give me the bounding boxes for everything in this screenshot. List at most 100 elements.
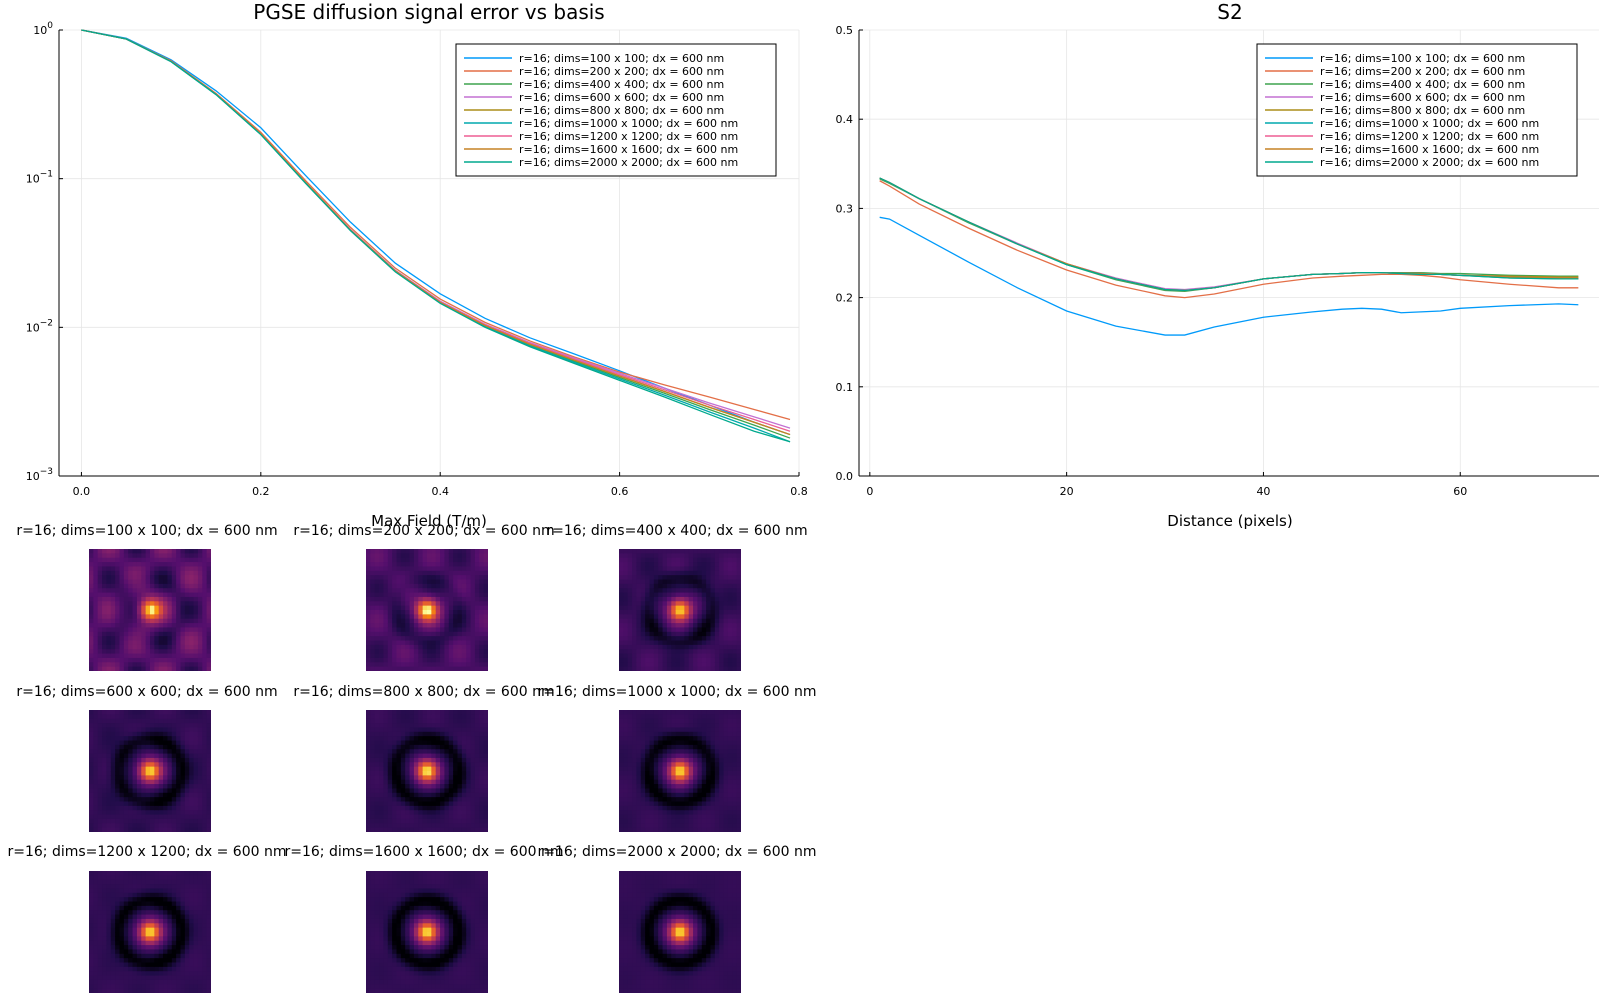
heatmap-cell bbox=[727, 579, 733, 585]
heatmap-cell bbox=[110, 727, 116, 733]
heatmap-cell bbox=[645, 740, 651, 746]
heatmap-cell bbox=[457, 779, 463, 785]
heatmap-cell bbox=[158, 818, 164, 824]
heatmap-cell bbox=[688, 753, 694, 759]
heatmap-cell bbox=[189, 627, 195, 633]
heatmap-cell bbox=[697, 557, 703, 563]
heatmap-cell bbox=[666, 631, 672, 637]
heatmap-cell bbox=[444, 636, 450, 642]
heatmap-cell bbox=[640, 649, 646, 655]
heatmap-cell bbox=[427, 557, 432, 563]
heatmap-cell bbox=[431, 553, 437, 559]
heatmap-cell bbox=[457, 771, 463, 776]
heatmap-cell bbox=[89, 562, 94, 568]
heatmap-cell bbox=[435, 575, 441, 581]
heatmap-cell bbox=[653, 792, 659, 798]
heatmap-cell bbox=[202, 623, 208, 629]
heatmap-cell bbox=[675, 710, 681, 715]
heatmap-cell bbox=[684, 810, 690, 816]
heatmap-cell bbox=[453, 788, 459, 794]
heatmap-cell bbox=[176, 653, 182, 659]
heatmap-cell bbox=[693, 827, 699, 832]
heatmap-cell bbox=[649, 814, 655, 820]
heatmap-cell bbox=[176, 557, 182, 563]
heatmap-cell bbox=[202, 797, 208, 803]
heatmap-cell bbox=[392, 592, 398, 598]
heatmap-cell bbox=[483, 640, 488, 646]
heatmap-cell bbox=[197, 653, 203, 659]
heatmap-cell bbox=[440, 588, 446, 594]
heatmap-cell bbox=[206, 766, 211, 772]
heatmap-cell bbox=[688, 627, 694, 633]
heatmap-cell bbox=[167, 740, 173, 746]
heatmap-cell bbox=[176, 601, 182, 607]
heatmap-cell bbox=[366, 766, 371, 772]
heatmap-cell bbox=[723, 618, 729, 624]
heatmap-cell bbox=[732, 797, 738, 803]
heatmap-cell bbox=[154, 557, 160, 563]
heatmap-cell bbox=[180, 557, 186, 563]
heatmap-cell bbox=[714, 775, 720, 781]
heatmap-cell bbox=[444, 592, 450, 598]
heatmap-cell bbox=[448, 818, 454, 824]
heatmap-cell bbox=[453, 649, 459, 655]
heatmap-cell bbox=[400, 605, 406, 611]
heatmap-cell bbox=[119, 823, 125, 829]
heatmap-cell bbox=[727, 631, 733, 637]
heatmap-cell bbox=[623, 749, 629, 755]
heatmap-cell bbox=[110, 579, 116, 585]
heatmap-cell bbox=[132, 614, 138, 620]
heatmap-cell bbox=[675, 792, 681, 798]
heatmap-cell bbox=[662, 601, 668, 607]
heatmap-cell bbox=[645, 662, 651, 668]
error-plot-legend-label-6: r=16; dims=1200 x 1200; dx = 600 nm bbox=[519, 130, 738, 143]
heatmap-cell bbox=[440, 818, 446, 824]
heatmap-cell bbox=[370, 644, 376, 650]
heatmap-cell bbox=[119, 592, 125, 598]
heatmap-cell bbox=[383, 818, 389, 824]
heatmap-cell bbox=[693, 570, 699, 576]
heatmap-cell bbox=[158, 549, 164, 554]
heatmap-cell bbox=[623, 549, 629, 554]
heatmap-cell bbox=[688, 762, 694, 768]
heatmap-cell bbox=[123, 553, 129, 559]
heatmap-cell bbox=[141, 744, 147, 750]
heatmap-cell bbox=[448, 792, 454, 798]
heatmap-cell bbox=[93, 618, 99, 624]
heatmap-cell bbox=[136, 566, 142, 572]
heatmap-cell bbox=[632, 592, 638, 598]
heatmap-cell bbox=[132, 549, 138, 554]
heatmap-cell bbox=[627, 666, 633, 671]
heatmap-cell bbox=[150, 792, 155, 798]
heatmap-cell bbox=[453, 583, 459, 589]
heatmap-cell bbox=[706, 588, 712, 594]
heatmap-cell bbox=[453, 666, 459, 671]
heatmap-cell bbox=[675, 557, 681, 563]
heatmap-cell bbox=[392, 827, 398, 832]
heatmap-cell bbox=[684, 636, 690, 642]
heatmap-cell bbox=[106, 718, 112, 724]
heatmap-cell bbox=[736, 579, 741, 585]
heatmap-cell bbox=[636, 644, 642, 650]
heatmap-cell bbox=[675, 740, 681, 746]
heatmap-cell bbox=[706, 805, 712, 811]
heatmap-cell bbox=[710, 736, 716, 742]
heatmap-cell bbox=[706, 744, 712, 750]
heatmap-cell bbox=[366, 744, 371, 750]
heatmap-cell bbox=[422, 575, 428, 581]
heatmap-cell bbox=[387, 575, 393, 581]
heatmap-cell bbox=[627, 644, 633, 650]
heatmap-cell bbox=[387, 605, 393, 611]
error-plot-series bbox=[81, 29, 791, 443]
heatmap-cell bbox=[649, 666, 655, 671]
heatmap-cell bbox=[627, 623, 633, 629]
heatmap-cell bbox=[366, 731, 371, 737]
heatmap-cell bbox=[675, 662, 681, 668]
heatmap-cell bbox=[392, 553, 398, 559]
heatmap-cell bbox=[128, 744, 134, 750]
heatmap-cell bbox=[706, 627, 712, 633]
heatmap-cell bbox=[405, 596, 411, 602]
heatmap-cell bbox=[119, 818, 125, 824]
heatmap-cell bbox=[444, 744, 450, 750]
heatmap-cell bbox=[102, 579, 108, 585]
